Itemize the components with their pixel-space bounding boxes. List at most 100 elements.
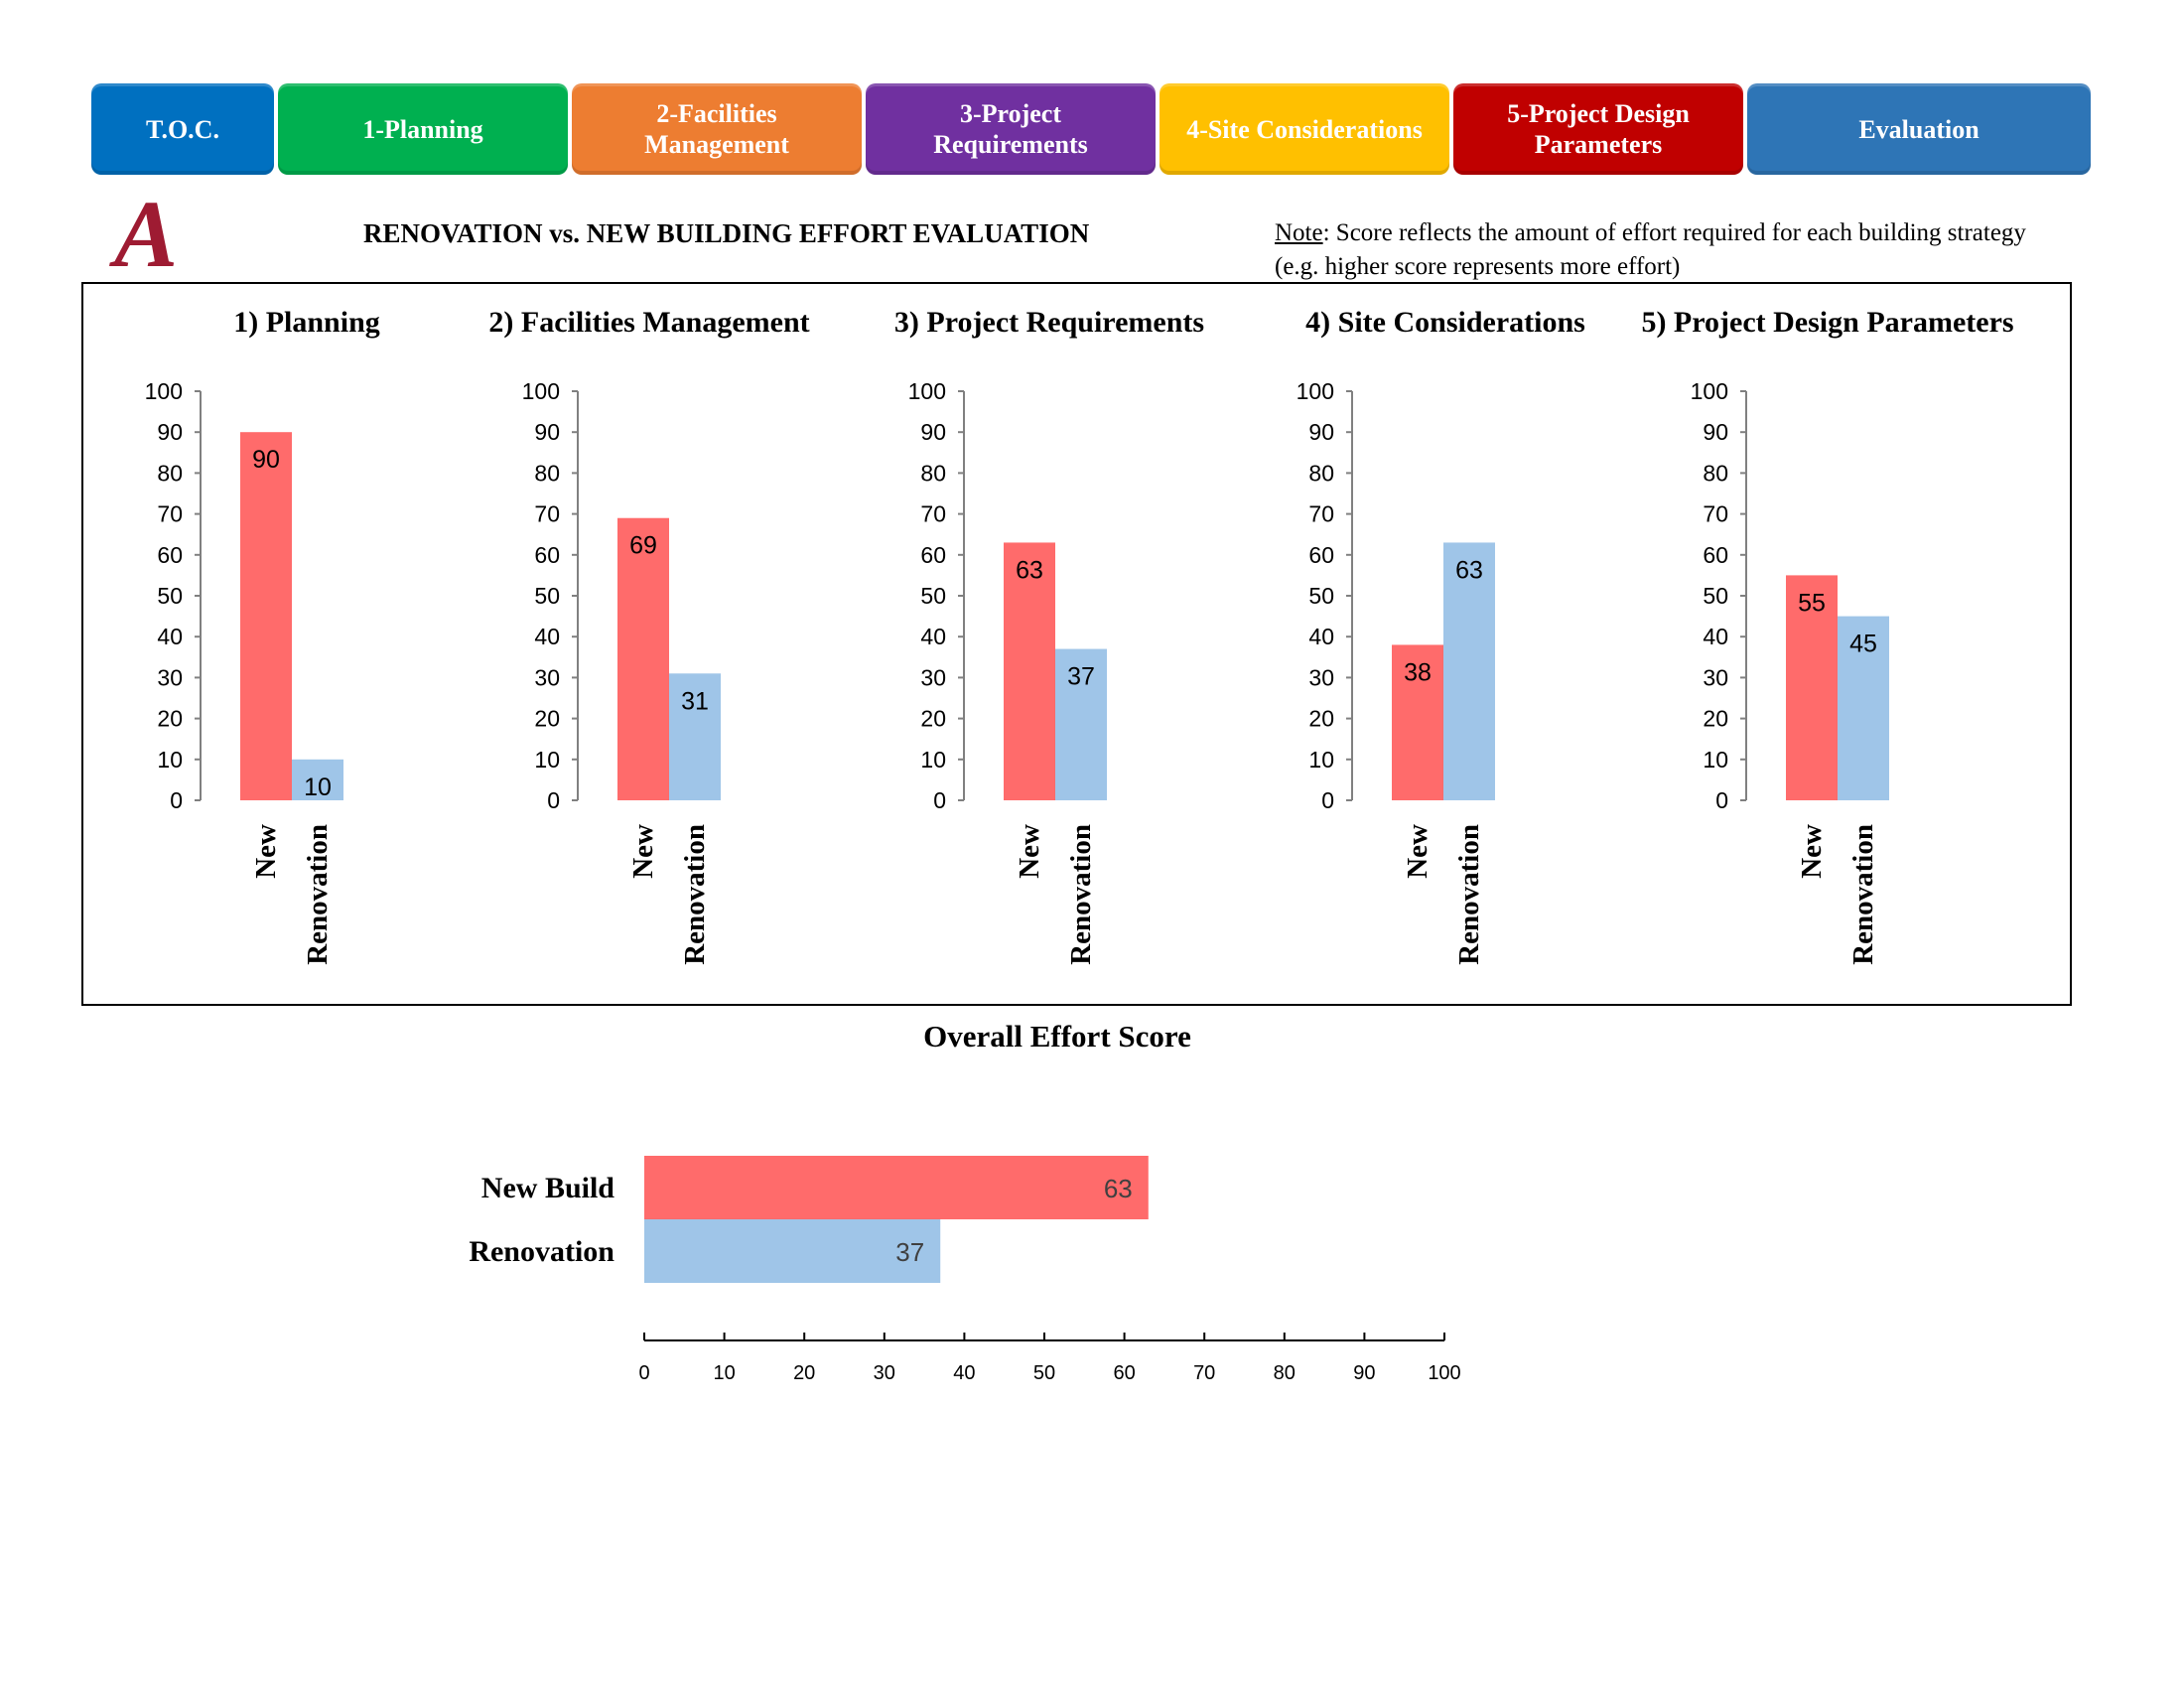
chart-5: 5) Project Design Parameters 0 10 20 30 40 50 6… xyxy=(1641,306,2013,965)
chart-title: 5) Project Design Parameters xyxy=(1641,306,2013,339)
y-tick-label: 80 xyxy=(920,460,946,486)
y-tick-label: 30 xyxy=(157,664,183,690)
data-label: 37 xyxy=(1067,663,1095,691)
bar-renovation xyxy=(669,673,721,800)
bar-renovation xyxy=(292,759,343,800)
y-tick-label: 40 xyxy=(1703,624,1728,649)
category-label-new: New xyxy=(1402,824,1433,879)
data-label: 45 xyxy=(1849,631,1877,658)
category-label-renovation: Renovation xyxy=(1847,824,1879,965)
y-tick-label: 0 xyxy=(1715,787,1728,813)
y-tick-label: 40 xyxy=(157,624,183,649)
overall-chart: 63 New Build 37 Renovation 0 10 20 30 40 50 60 70 80… xyxy=(469,1156,1461,1384)
y-tick-label: 100 xyxy=(145,378,183,404)
y-tick-label: 70 xyxy=(1308,501,1334,527)
data-label: 90 xyxy=(252,446,280,474)
nav-button-3-project-requirements[interactable]: 3-Project Requirements xyxy=(866,83,1156,175)
nav-button-1-planning[interactable]: 1-Planning xyxy=(278,83,568,175)
y-tick-label: 60 xyxy=(534,542,560,568)
y-tick-label: 80 xyxy=(534,460,560,486)
y-tick-label: 90 xyxy=(157,419,183,445)
y-tick-label: 60 xyxy=(1703,542,1728,568)
x-tick-label: 100 xyxy=(1428,1362,1460,1384)
y-tick-label: 0 xyxy=(933,787,946,813)
y-tick-label: 30 xyxy=(920,664,946,690)
x-tick-label: 30 xyxy=(874,1362,895,1384)
category-label-new: New xyxy=(627,824,659,879)
data-label: 69 xyxy=(629,532,657,560)
overall-data-label: 63 xyxy=(1104,1174,1133,1203)
x-tick-label: 20 xyxy=(793,1362,815,1384)
data-label: 55 xyxy=(1798,589,1826,617)
y-tick-label: 50 xyxy=(534,583,560,609)
x-tick-label: 0 xyxy=(638,1362,649,1384)
nav-button-4-site-considerations[interactable]: 4-Site Considerations xyxy=(1160,83,1449,175)
note: Note: Score reflects the amount of effor… xyxy=(1275,216,2026,284)
logo-letter: A xyxy=(109,187,178,278)
bar-new xyxy=(1786,575,1838,800)
category-label-new: New xyxy=(250,824,282,879)
x-tick-label: 10 xyxy=(713,1362,735,1384)
y-tick-label: 10 xyxy=(920,747,946,773)
university-logo: A xyxy=(109,187,178,278)
nav-button-2-facilities-management[interactable]: 2-Facilities Management xyxy=(572,83,862,175)
bar-renovation xyxy=(1838,616,1889,800)
chart-title: 4) Site Considerations xyxy=(1305,306,1585,339)
chart-title: 3) Project Requirements xyxy=(894,306,1204,339)
overall-bar-new-build xyxy=(644,1156,1149,1219)
y-tick-label: 20 xyxy=(157,706,183,732)
y-tick-label: 20 xyxy=(534,706,560,732)
y-tick-label: 0 xyxy=(547,787,560,813)
nav-button-t-o-c[interactable]: T.O.C. xyxy=(91,83,274,175)
category-label-renovation: Renovation xyxy=(1453,824,1485,965)
overall-chart-title: Overall Effort Score xyxy=(923,1019,1191,1054)
y-tick-label: 10 xyxy=(157,747,183,773)
y-tick-label: 30 xyxy=(534,664,560,690)
y-tick-label: 50 xyxy=(1703,583,1728,609)
bar-renovation xyxy=(1443,542,1495,800)
y-tick-label: 50 xyxy=(1308,583,1334,609)
bar-new xyxy=(617,517,669,800)
chart-title: 2) Facilities Management xyxy=(488,306,809,339)
y-tick-label: 60 xyxy=(1308,542,1334,568)
category-label-new: New xyxy=(1796,824,1828,879)
y-tick-label: 50 xyxy=(920,583,946,609)
category-label-new: New xyxy=(1014,824,1045,879)
data-label: 38 xyxy=(1404,658,1432,686)
note-text-line2: (e.g. higher score represents more effor… xyxy=(1275,253,1681,280)
y-tick-label: 40 xyxy=(1308,624,1334,649)
y-tick-label: 80 xyxy=(1308,460,1334,486)
chart-4: 4) Site Considerations 0 10 20 30 40 50 60 70 80 9… xyxy=(1297,306,1585,965)
chart-title: 1) Planning xyxy=(233,306,380,339)
y-tick-label: 90 xyxy=(1308,419,1334,445)
y-tick-label: 100 xyxy=(522,378,560,404)
y-tick-label: 0 xyxy=(1321,787,1334,813)
note-label: Note xyxy=(1275,219,1323,246)
note-text-line1: : Score reflects the amount of effort re… xyxy=(1322,219,2026,246)
category-label-renovation: Renovation xyxy=(1065,824,1097,965)
category-charts-panel: 1) Planning 0 10 20 30 40 50 60 70 80 90 100 90 New 10… xyxy=(81,282,2072,1006)
y-tick-label: 100 xyxy=(908,378,946,404)
y-tick-label: 30 xyxy=(1703,664,1728,690)
y-tick-label: 70 xyxy=(1703,501,1728,527)
bar-new xyxy=(1004,542,1055,800)
data-label: 63 xyxy=(1016,556,1043,584)
x-tick-label: 50 xyxy=(1033,1362,1055,1384)
x-tick-label: 60 xyxy=(1113,1362,1135,1384)
x-tick-label: 70 xyxy=(1193,1362,1215,1384)
y-tick-label: 90 xyxy=(920,419,946,445)
y-tick-label: 100 xyxy=(1297,378,1334,404)
nav-button-evaluation[interactable]: Evaluation xyxy=(1747,83,2091,175)
page-title: RENOVATION vs. NEW BUILDING EFFORT EVALU… xyxy=(363,218,1090,248)
bar-new xyxy=(1392,644,1443,800)
chart-1: 1) Planning 0 10 20 30 40 50 60 70 80 90 100 90 New 10… xyxy=(145,306,380,965)
y-tick-label: 80 xyxy=(1703,460,1728,486)
y-tick-label: 20 xyxy=(920,706,946,732)
data-label: 63 xyxy=(1455,556,1483,584)
category-label-renovation: Renovation xyxy=(679,824,711,965)
nav-button-5-project-design-parameters[interactable]: 5-Project Design Parameters xyxy=(1453,83,1743,175)
y-tick-label: 70 xyxy=(157,501,183,527)
y-tick-label: 0 xyxy=(170,787,183,813)
bar-new xyxy=(240,432,292,800)
y-tick-label: 90 xyxy=(534,419,560,445)
